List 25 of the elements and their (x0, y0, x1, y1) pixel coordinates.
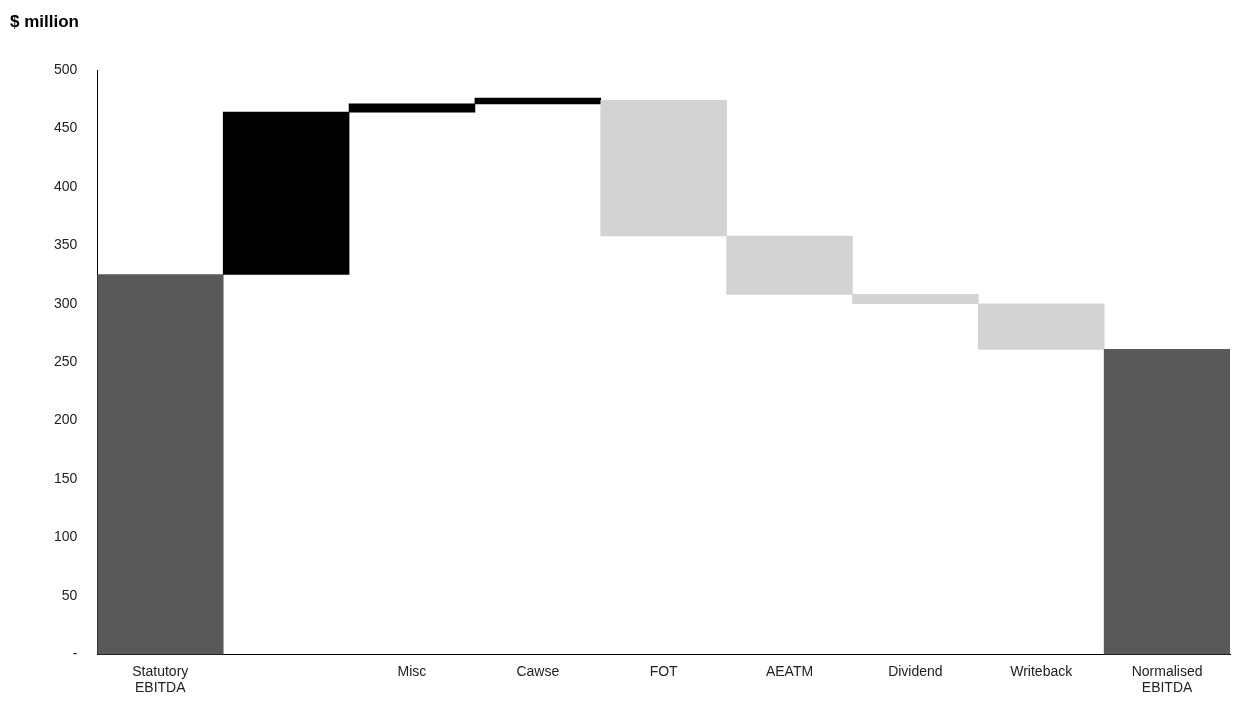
y-tick-label: 200 (54, 411, 78, 428)
x-tick-label: FOT (649, 662, 679, 679)
bar (222, 111, 350, 275)
x-tick-label: Normalised EBITDA (1131, 662, 1203, 696)
y-tick-label: 400 (54, 177, 78, 194)
bar (97, 274, 224, 655)
x-tick-label: Writeback (1010, 662, 1074, 679)
chart-title: $ million (10, 12, 79, 32)
x-tick-label: Dividend (888, 662, 943, 679)
y-tick-label: - (72, 645, 78, 662)
bar (474, 97, 602, 105)
x-tick-label: Misc (397, 662, 427, 679)
y-tick-label: 250 (54, 353, 78, 370)
y-tick-label: 100 (54, 528, 78, 545)
x-tick-label: Statutory EBITDA (132, 662, 189, 696)
y-tick-label: 50 (61, 586, 78, 603)
y-tick-label: 450 (54, 119, 78, 136)
x-tick-label: Cawse (516, 662, 560, 679)
bar (1103, 349, 1230, 655)
y-tick-label: 350 (54, 236, 78, 253)
y-tick-label: 300 (54, 294, 78, 311)
x-tick-label: AEATM (765, 662, 814, 679)
bar (348, 103, 476, 113)
y-tick-label: 500 (54, 60, 78, 77)
y-tick-label: 150 (54, 469, 78, 486)
